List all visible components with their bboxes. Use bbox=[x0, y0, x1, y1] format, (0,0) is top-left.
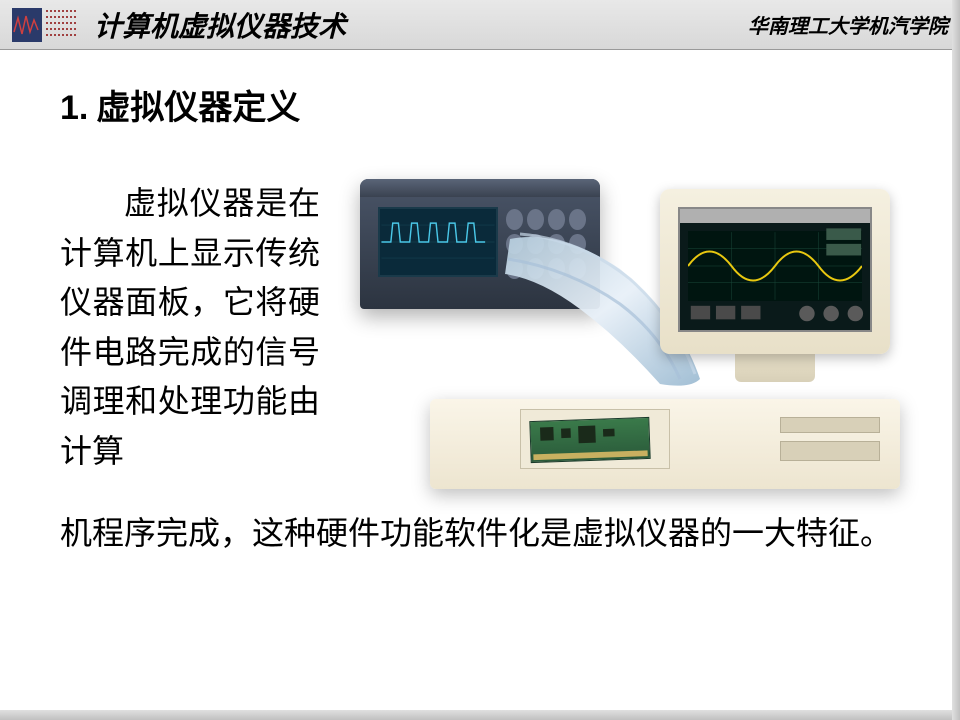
footer-shadow bbox=[0, 710, 960, 720]
daq-card-icon bbox=[529, 417, 650, 463]
illustration bbox=[340, 179, 900, 489]
content: 1.虚拟仪器定义 虚拟仪器是在计算机上显示传统仪器面板，它将硬件电路完成的信号调… bbox=[0, 50, 960, 579]
body-row: 虚拟仪器是在计算机上显示传统仪器面板，它将硬件电路完成的信号调理和处理功能由计算 bbox=[60, 179, 900, 489]
crt-monitor-icon bbox=[660, 189, 890, 384]
body-text-left: 虚拟仪器是在计算机上显示传统仪器面板，它将硬件电路完成的信号调理和处理功能由计算 bbox=[60, 179, 320, 477]
section-title: 虚拟仪器定义 bbox=[96, 90, 300, 127]
desktop-case-icon bbox=[430, 399, 900, 489]
section-heading: 1.虚拟仪器定义 bbox=[60, 80, 900, 129]
page-title: 计算机虚拟仪器技术 bbox=[94, 5, 748, 45]
school-name: 华南理工大学机汽学院 bbox=[748, 10, 948, 39]
section-number: 1. bbox=[60, 89, 88, 127]
header: 计算机虚拟仪器技术 华南理工大学机汽学院 bbox=[0, 0, 960, 50]
right-shadow bbox=[952, 0, 960, 720]
logo-icon bbox=[12, 8, 82, 42]
body-text-bottom: 机程序完成，这种硬件功能软件化是虚拟仪器的一大特征。 bbox=[60, 509, 900, 559]
